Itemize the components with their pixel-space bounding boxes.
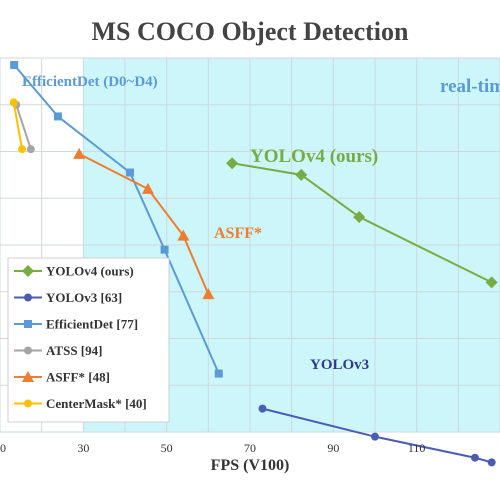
series-5 bbox=[9, 98, 27, 154]
x-tick-label: 110 bbox=[408, 441, 426, 455]
data-point bbox=[160, 245, 169, 254]
data-point bbox=[73, 147, 86, 159]
series-line bbox=[262, 407, 492, 464]
data-point bbox=[353, 210, 366, 223]
legend-item-label: CenterMask* [40] bbox=[46, 396, 147, 411]
legend: YOLOv4 (ours) YOLOv3 [63] EfficientDet [77… bbox=[7, 257, 170, 423]
data-point bbox=[10, 61, 19, 70]
data-point bbox=[126, 168, 134, 177]
legend-marker bbox=[24, 320, 32, 328]
legend-item-label: YOLOv3 [63] bbox=[46, 290, 122, 305]
data-point bbox=[258, 404, 267, 413]
series-line bbox=[78, 152, 210, 295]
legend-item-label: YOLOv4 (ours) bbox=[46, 264, 134, 279]
series-line bbox=[231, 162, 493, 284]
data-point bbox=[214, 369, 223, 378]
legend-box bbox=[7, 257, 170, 423]
series-line bbox=[12, 102, 24, 150]
data-point bbox=[141, 182, 154, 194]
data-point bbox=[371, 432, 379, 441]
legend-marker bbox=[24, 399, 32, 408]
data-point bbox=[53, 112, 62, 121]
annotation-yolov4: YOLOv4 (ours) bbox=[250, 146, 378, 167]
legend-marker bbox=[24, 346, 32, 355]
legend-item-label: ASFF* [48] bbox=[46, 370, 110, 385]
annotation-yolov3: YOLOv3 bbox=[310, 357, 369, 373]
legend-marker bbox=[22, 265, 34, 277]
realtime-region-label: real-time bbox=[440, 76, 500, 97]
legend-marker bbox=[24, 293, 32, 302]
data-point bbox=[177, 229, 190, 241]
data-point bbox=[18, 145, 27, 154]
legend-marker bbox=[22, 371, 34, 382]
data-point bbox=[9, 98, 18, 107]
x-tick-label: 50 bbox=[161, 441, 173, 455]
annotation-asff: ASFF* bbox=[214, 225, 262, 242]
x-axis-label: FPS (V100) bbox=[211, 457, 290, 474]
series-line bbox=[15, 104, 32, 150]
legend-item-label: ATSS [94] bbox=[46, 343, 102, 358]
chart-title: MS COCO Object Detection bbox=[92, 17, 410, 46]
annotations: EfficientDet (D0~D4) YOLOv4 (ours) ASFF*… bbox=[22, 74, 500, 373]
data-point bbox=[471, 453, 479, 462]
data-point bbox=[485, 276, 498, 289]
x-tick-label: 90 bbox=[327, 441, 339, 455]
series-4 bbox=[73, 147, 215, 300]
annotation-efficientdet: EfficientDet (D0~D4) bbox=[22, 74, 158, 90]
series-2 bbox=[10, 61, 223, 378]
legend-item-label: EfficientDet [77] bbox=[46, 317, 138, 332]
series-0 bbox=[226, 157, 498, 289]
x-tick-label: 30 bbox=[77, 441, 89, 455]
x-tick-label: 70 bbox=[244, 441, 256, 455]
data-point bbox=[26, 145, 35, 154]
data-point bbox=[295, 168, 308, 181]
data-point bbox=[487, 458, 496, 467]
x-axis-ticks: 10 30 50 70 90 110 bbox=[0, 441, 425, 455]
x-tick-label: 10 bbox=[0, 441, 6, 455]
series-1 bbox=[258, 404, 496, 467]
data-point bbox=[226, 157, 239, 170]
series-layer bbox=[9, 61, 498, 467]
data-point bbox=[202, 288, 215, 300]
